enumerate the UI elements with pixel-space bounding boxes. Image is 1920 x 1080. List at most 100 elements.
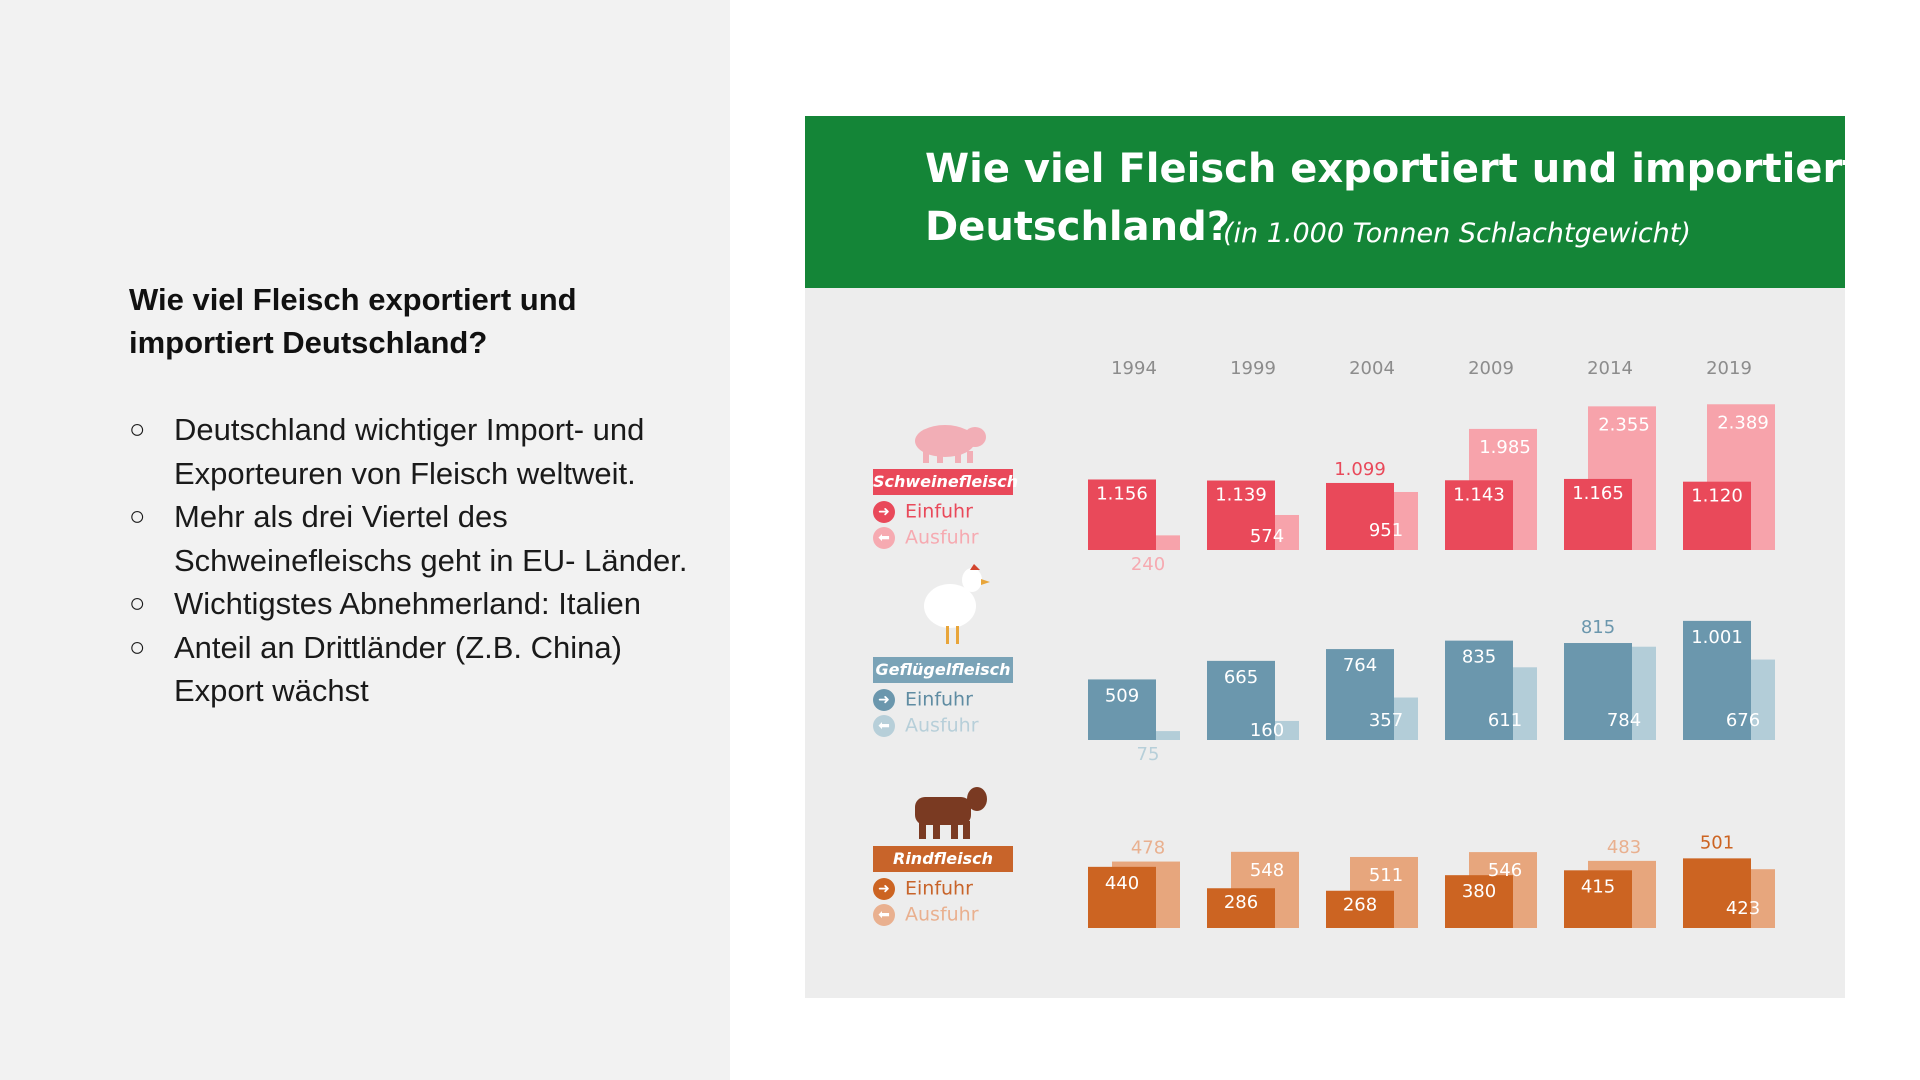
ausfuhr-value-label: 75 [1137, 744, 1160, 765]
cow-leg [933, 821, 940, 839]
bullet-item: ○ Anteil an Drittländer (Z.B. China) Expo… [129, 626, 689, 713]
cow-head [967, 787, 987, 811]
pig-leg [967, 451, 973, 463]
chart-title-line-1: Wie viel Fleisch exportiert und importie… [925, 146, 1862, 192]
ausfuhr-value-label: 1.985 [1479, 437, 1531, 458]
legend-badge-schweinefleisch: Schweinefleisch [873, 469, 1018, 495]
einfuhr-bar [1207, 480, 1275, 550]
einfuhr-bar [1326, 649, 1394, 740]
einfuhr-value-label: 665 [1224, 667, 1258, 688]
einfuhr-bar [1564, 870, 1632, 928]
ausfuhr-value-label: 784 [1607, 710, 1641, 731]
bullet-list: ○ Deutschland wichtiger Import- und Expor… [129, 408, 689, 713]
einfuhr-value-label: 1.143 [1453, 484, 1505, 505]
einfuhr-bar [1564, 643, 1632, 740]
einfuhr-value-label: 380 [1462, 881, 1496, 902]
chart-subtitle: (in 1.000 Tonnen Schlachtgewicht) [1223, 218, 1691, 249]
einfuhr-value-label: 835 [1462, 647, 1496, 668]
einfuhr-value-label: 268 [1343, 895, 1377, 916]
einfuhr-bar [1564, 478, 1632, 550]
einfuhr-bar [1207, 888, 1275, 928]
arrow-right-icon: ➜ [873, 500, 895, 523]
year-label: 1994 [1111, 358, 1157, 379]
legend-badge-gefluegelfleisch: Geflügelfleisch [873, 657, 1013, 683]
einfuhr-value-label: 815 [1581, 617, 1615, 638]
einfuhr-bar [1088, 679, 1156, 740]
ausfuhr-value-label: 357 [1369, 710, 1403, 731]
einfuhr-bar [1088, 866, 1156, 928]
einfuhr-bar [1445, 875, 1513, 928]
ausfuhr-value-label: 483 [1607, 837, 1641, 858]
arrow-left-icon: ⬅ [873, 903, 895, 926]
bullet-marker-icon: ○ [129, 631, 146, 662]
einfuhr-value-label: 1.099 [1334, 459, 1386, 480]
einfuhr-value-label: 501 [1700, 832, 1734, 853]
bullet-item: ○ Wichtigstes Abnehmerland: Italien [129, 582, 689, 626]
bullet-marker-icon: ○ [129, 501, 146, 531]
year-label: 2019 [1706, 358, 1752, 379]
bullet-text: Deutschland wichtiger Import- und Export… [174, 412, 645, 491]
chicken-comb [970, 564, 980, 570]
bullet-marker-icon: ○ [129, 414, 146, 444]
ausfuhr-value-label: 478 [1131, 838, 1165, 859]
chart-title-line-2: Deutschland? [925, 204, 1230, 250]
legend-ausfuhr-schweinefleisch: ⬅ Ausfuhr [873, 525, 979, 549]
einfuhr-bar [1088, 479, 1156, 550]
cow-leg [951, 821, 958, 839]
einfuhr-value-label: 286 [1224, 892, 1258, 913]
legend-ausfuhr-rindfleisch: ⬅ Ausfuhr [873, 902, 979, 926]
einfuhr-bar [1207, 660, 1275, 740]
chart-header: Wie viel Fleisch exportiert und importie… [805, 116, 1861, 288]
einfuhr-value-label: 1.156 [1096, 483, 1148, 504]
legend-einfuhr-rindfleisch: ➜ Einfuhr [873, 876, 973, 900]
arrow-right-icon: ➜ [873, 688, 895, 711]
year-label: 2004 [1349, 358, 1395, 379]
einfuhr-value-label: 1.001 [1691, 627, 1743, 648]
legend-badge-rindfleisch: Rindfleisch [873, 846, 1013, 872]
bullet-text: Mehr als drei Viertel des Schweinefleisc… [174, 499, 688, 578]
chicken-head [962, 568, 982, 592]
ausfuhr-value-label: 240 [1131, 554, 1165, 575]
einfuhr-value-label: 509 [1105, 685, 1139, 706]
chicken-leg [956, 626, 959, 644]
meat-trade-chart: Wie viel Fleisch exportiert und importie… [805, 116, 1861, 998]
arrow-left-icon: ⬅ [873, 714, 895, 737]
cow-leg [963, 821, 970, 839]
cow-icon [915, 797, 971, 825]
chart-plot: 1994 1999 2004 2009 2014 2019 1.156 240 1.139 574… [915, 358, 1775, 928]
chicken-beak [981, 579, 990, 585]
ausfuhr-value-label: 423 [1726, 898, 1760, 919]
legend-einfuhr-gefluegelfleisch: ➜ Einfuhr [873, 687, 973, 711]
einfuhr-bar [1326, 482, 1394, 550]
bullet-text: Anteil an Drittländer (Z.B. China) Expor… [174, 629, 622, 709]
einfuhr-bar [1445, 640, 1513, 740]
ausfuhr-value-label: 676 [1726, 710, 1760, 731]
legend-ausfuhr-gefluegelfleisch: ⬅ Ausfuhr [873, 713, 979, 737]
einfuhr-value-label: 440 [1105, 873, 1139, 894]
ausfuhr-value-label: 951 [1369, 520, 1403, 541]
year-label: 2014 [1587, 358, 1633, 379]
year-label: 2009 [1468, 358, 1514, 379]
text-panel: Wie viel Fleisch exportiert und importie… [0, 0, 730, 1080]
einfuhr-bar [1326, 890, 1394, 928]
einfuhr-value-label: 1.139 [1215, 485, 1267, 506]
chicken-icon [924, 584, 976, 628]
ausfuhr-value-label: 160 [1250, 720, 1284, 741]
cow-leg [919, 821, 926, 839]
bullet-item: ○ Deutschland wichtiger Import- und Expor… [129, 408, 689, 495]
einfuhr-value-label: 1.120 [1691, 486, 1743, 507]
arrow-right-icon: ➜ [873, 877, 895, 900]
chicken-leg [946, 626, 949, 644]
pig-head [964, 427, 986, 447]
pig-icon [915, 425, 975, 457]
slide-title: Wie viel Fleisch exportiert und importie… [129, 282, 577, 360]
pig-leg [937, 451, 943, 463]
ausfuhr-value-label: 548 [1250, 860, 1284, 881]
arrow-left-icon: ⬅ [873, 526, 895, 549]
einfuhr-value-label: 415 [1581, 876, 1615, 897]
year-label: 1999 [1230, 358, 1276, 379]
legend-einfuhr-schweinefleisch: ➜ Einfuhr [873, 499, 973, 523]
einfuhr-bar [1445, 480, 1513, 550]
einfuhr-bar [1683, 620, 1751, 740]
ausfuhr-value-label: 546 [1488, 860, 1522, 881]
